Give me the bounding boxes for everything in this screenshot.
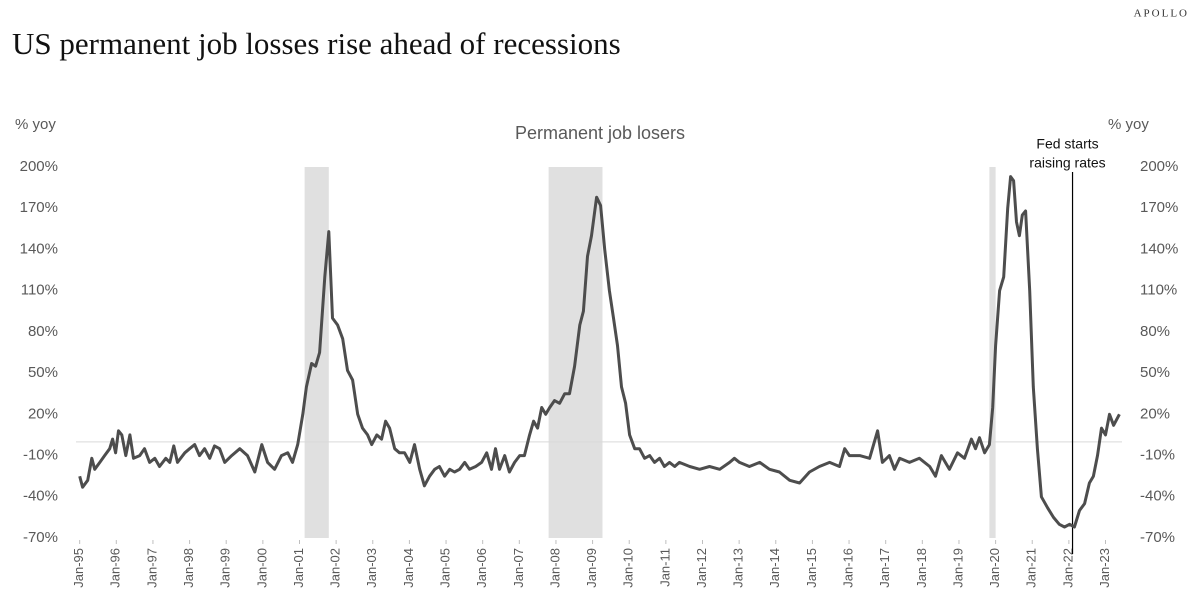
- chart-title: US permanent job losses rise ahead of re…: [12, 26, 621, 61]
- y-tick-label: -70%: [23, 529, 58, 546]
- y2-tick-label: 110%: [1140, 282, 1177, 299]
- x-tick-label: Jan-99: [218, 548, 233, 588]
- x-tick-label: Jan-07: [511, 548, 526, 588]
- recession-shading: [989, 167, 996, 538]
- x-tick-label: Jan-03: [364, 548, 379, 588]
- x-tick-label: Jan-05: [437, 548, 452, 588]
- y-tick-label: -10%: [23, 447, 58, 464]
- x-tick-label: Jan-11: [657, 548, 672, 587]
- x-tick-label: Jan-20: [987, 548, 1002, 588]
- x-tick-label: Jan-17: [877, 548, 892, 588]
- x-tick-label: Jan-15: [804, 548, 819, 588]
- brand: APOLLO: [1134, 8, 1189, 20]
- y2-tick-label: -70%: [1140, 529, 1175, 546]
- y2-axis-label: % yoy: [1108, 116, 1149, 133]
- y-tick-label: 170%: [20, 199, 58, 216]
- y-tick-label: 20%: [28, 405, 58, 422]
- x-tick-label: Jan-98: [181, 548, 196, 588]
- annotation-text: raising rates: [1029, 155, 1105, 171]
- x-tick-label: Jan-12: [694, 548, 709, 588]
- y2-tick-label: 80%: [1140, 323, 1170, 340]
- x-tick-label: Jan-06: [474, 548, 489, 588]
- y2-tick-label: 200%: [1140, 158, 1178, 175]
- x-tick-label: Jan-22: [1060, 548, 1075, 588]
- x-tick-label: Jan-19: [950, 548, 965, 588]
- x-tick-label: Jan-00: [254, 548, 269, 588]
- x-tick-label: Jan-96: [108, 548, 123, 588]
- y2-tick-label: -10%: [1140, 447, 1175, 464]
- y-axis-label: % yoy: [15, 116, 56, 133]
- x-tick-label: Jan-21: [1024, 548, 1039, 588]
- y2-tick-label: 170%: [1140, 199, 1178, 216]
- annotation-text: Fed starts: [1036, 136, 1098, 152]
- x-tick-label: Jan-08: [547, 548, 562, 588]
- x-tick-label: Jan-18: [914, 548, 929, 588]
- y2-tick-label: -40%: [1140, 488, 1175, 505]
- x-tick-label: Jan-23: [1097, 548, 1112, 588]
- x-tick-label: Jan-97: [144, 548, 159, 588]
- y-tick-label: 80%: [28, 323, 58, 340]
- recession-shading: [304, 167, 329, 538]
- y-tick-label: -40%: [23, 488, 58, 505]
- x-tick-label: Jan-14: [767, 548, 782, 588]
- y-tick-label: 110%: [21, 282, 58, 299]
- x-tick-label: Jan-13: [731, 548, 746, 588]
- y-tick-label: 200%: [20, 158, 58, 175]
- x-tick-label: Jan-01: [291, 548, 306, 588]
- chart-subtitle: Permanent job losers: [515, 123, 685, 143]
- y2-tick-label: 140%: [1140, 240, 1178, 257]
- x-tick-label: Jan-02: [328, 548, 343, 588]
- x-tick-label: Jan-09: [584, 548, 599, 588]
- y-tick-label: 140%: [20, 240, 58, 257]
- x-tick-label: Jan-10: [621, 548, 636, 588]
- y2-tick-label: 20%: [1140, 405, 1170, 422]
- x-tick-label: Jan-95: [71, 548, 86, 588]
- x-tick-label: Jan-04: [401, 548, 416, 588]
- x-tick-label: Jan-16: [840, 548, 855, 588]
- data-line: [78, 175, 1121, 529]
- y2-tick-label: 50%: [1140, 364, 1170, 381]
- y-tick-label: 50%: [28, 364, 58, 381]
